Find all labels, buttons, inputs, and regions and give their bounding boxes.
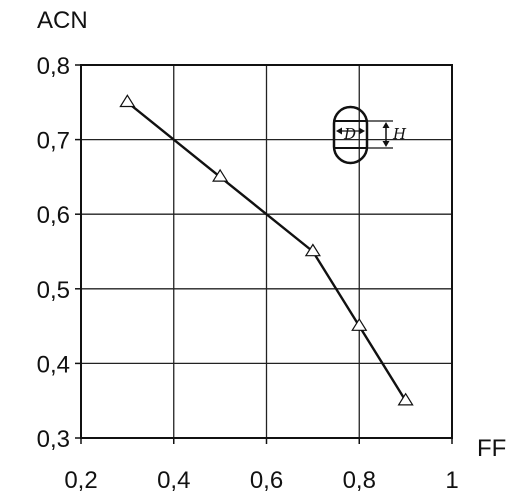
height-arrow-down-icon [382,141,390,147]
plot-frame [75,64,453,444]
grid [81,65,452,438]
data-point-0-3 [351,317,368,331]
diameter-arrow-left-icon [336,127,342,135]
x-tick-label: 0,8 [343,467,376,494]
x-tick-label: 0,2 [64,467,97,494]
y-tick-label: 0,5 [37,277,70,304]
slot-shape [332,105,369,165]
y-tick-label: 0,7 [37,128,70,155]
x-tick-label: 0,4 [157,467,190,494]
cross-section-inset: D H [332,105,407,165]
y-axis-title: ACN [37,7,88,34]
x-tick-label: 1 [445,467,458,494]
data-series [119,94,414,406]
height-arrow-up-icon [382,122,390,128]
diameter-arrow-right-icon [359,127,365,135]
y-tick-label: 0,3 [37,426,70,453]
data-point-0-2 [304,243,321,257]
y-tick-label: 0,8 [37,53,70,80]
diameter-label: D [343,125,356,143]
height-label: H [392,125,407,143]
data-point-0-1 [212,168,229,182]
y-tick-label: 0,6 [37,202,70,229]
y-tick-label: 0,4 [37,351,70,378]
x-axis-title: FF [477,435,506,462]
x-tick-label: 0,6 [250,467,283,494]
data-point-0-0 [119,94,136,108]
tick-labels: 0,2 0,4 0,6 0,8 1 0,8 0,7 0,6 0,5 0,4 0,3 [37,53,459,494]
data-point-0-4 [397,392,414,406]
